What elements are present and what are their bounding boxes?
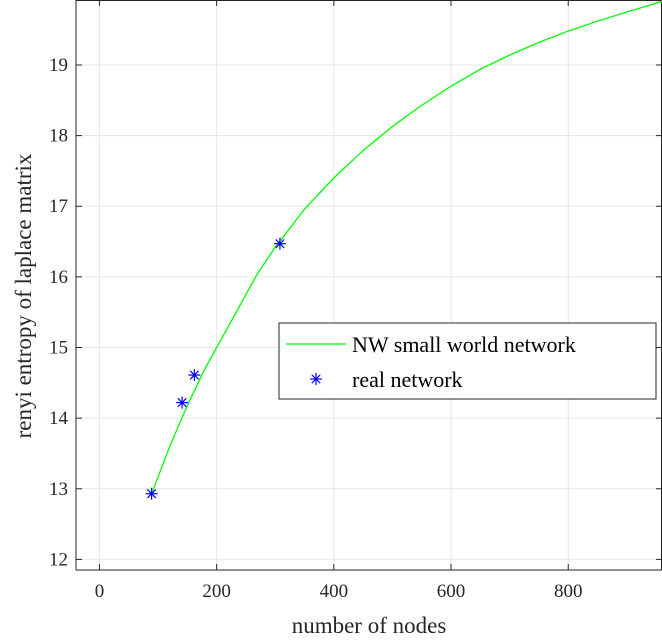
- y-axis-label: renyi entropy of laplace matrix: [11, 153, 36, 438]
- x-tick-label: 0: [95, 581, 105, 602]
- data-point-real-network: [188, 369, 201, 382]
- grid: [76, 0, 662, 570]
- x-tick-label: 200: [202, 581, 231, 602]
- series-line-nw-small-world: [151, 0, 662, 493]
- series-layer: [145, 0, 662, 500]
- y-tick-label: 15: [49, 338, 68, 359]
- x-axis-label: number of nodes: [292, 613, 447, 638]
- legend-box: [278, 322, 657, 400]
- y-tick-label: 19: [49, 55, 68, 76]
- y-tick-label: 13: [49, 479, 68, 500]
- y-tick-label: 16: [49, 267, 68, 288]
- plot-background: [76, 0, 662, 570]
- y-tick-label: 14: [49, 408, 69, 429]
- legend-label-real: real network: [352, 367, 463, 392]
- legend-asterisk-symbol: [310, 373, 322, 385]
- tick-labels: 0 200 400 600 800 12 13 14 15 16 17 18 19: [49, 55, 582, 602]
- y-tick-label: 18: [49, 126, 68, 147]
- y-tick-label: 12: [49, 549, 68, 570]
- data-point-real-network: [145, 487, 158, 500]
- x-tick-label: 800: [554, 581, 583, 602]
- x-tick-label: 600: [437, 581, 466, 602]
- legend: NW small world network real network: [278, 322, 657, 400]
- data-point-real-network: [176, 396, 189, 409]
- y-tick-label: 17: [49, 196, 68, 217]
- legend-marker-asterisk: [310, 373, 322, 385]
- legend-label-nw: NW small world network: [352, 332, 576, 357]
- x-tick-label: 400: [320, 581, 349, 602]
- data-point-real-network: [273, 237, 286, 250]
